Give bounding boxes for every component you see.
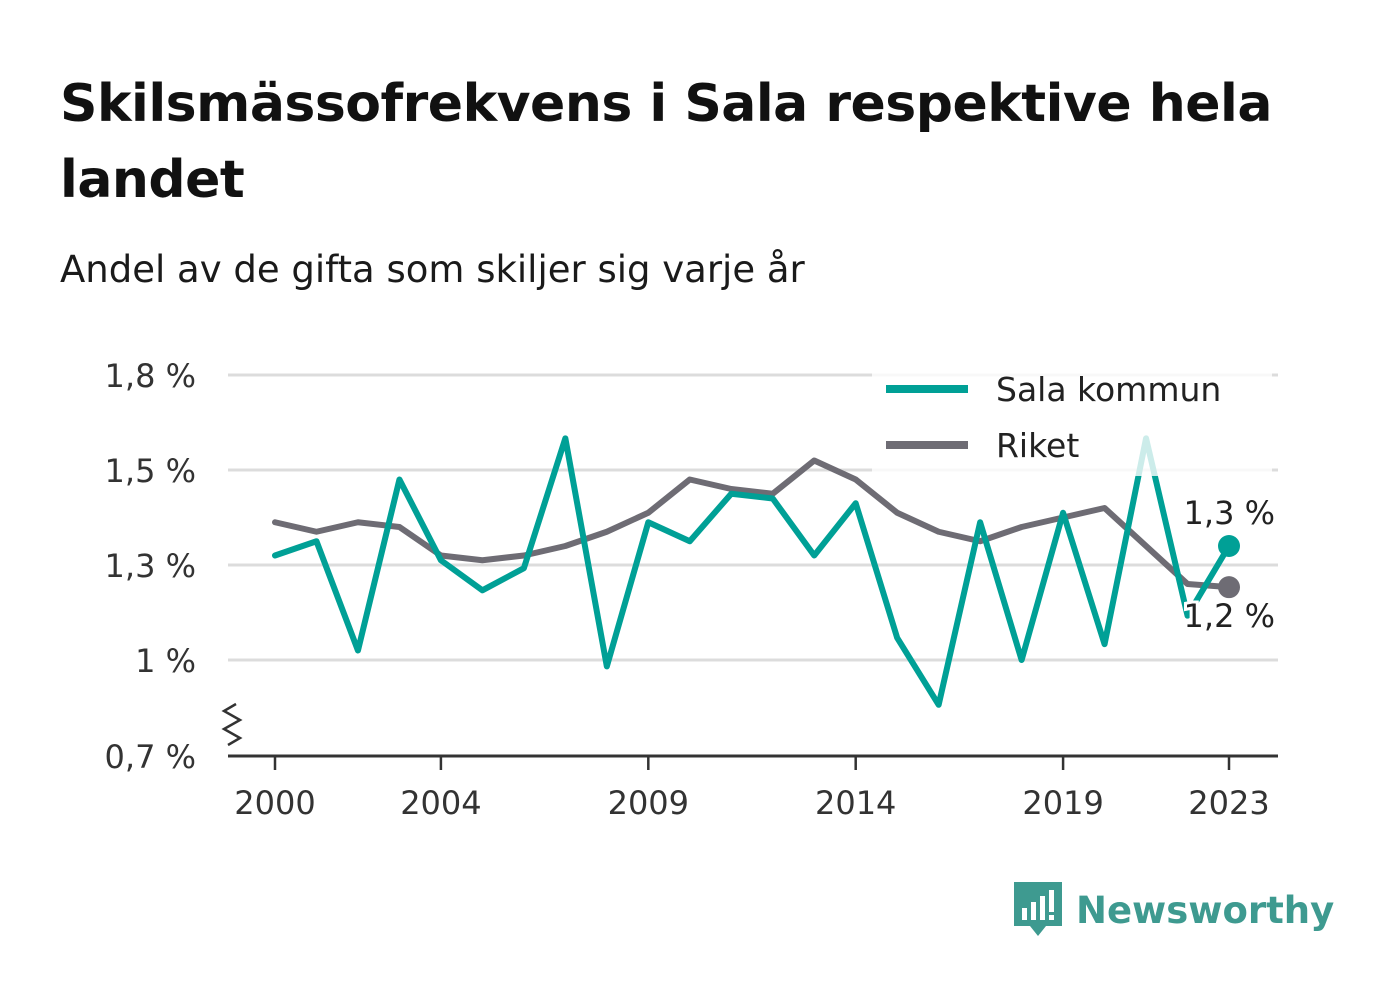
- y-tick-label: 1,8 %: [105, 357, 196, 395]
- legend: Sala kommun Riket: [872, 364, 1272, 476]
- end-labels: 1,3 % 1,2 %: [1181, 491, 1278, 638]
- end-marker-sala: [1218, 535, 1240, 557]
- x-tick-label: 2009: [608, 784, 689, 822]
- legend-label: Sala kommun: [996, 370, 1221, 409]
- end-label-sala: 1,3 %: [1184, 494, 1275, 532]
- axis-break-icon: [221, 702, 243, 747]
- y-tick-label: 1,3 %: [105, 547, 196, 585]
- series-line-sala: [272, 435, 1232, 708]
- brand-name: Newsworthy: [1076, 888, 1335, 932]
- x-tick-label: 2004: [400, 784, 481, 822]
- x-tick-label: 2014: [815, 784, 896, 822]
- y-tick-label: 1 %: [135, 642, 196, 680]
- chart-title: Skilsmässofrekvens i Sala respektive hel…: [60, 74, 1272, 210]
- x-tick-label: 2023: [1188, 784, 1269, 822]
- end-label-riket: 1,2 %: [1184, 597, 1275, 635]
- end-marker-riket: [1218, 576, 1240, 599]
- x-tick-label: 2000: [234, 784, 315, 822]
- chart-subtitle: Andel av de gifta som skiljer sig varje …: [60, 248, 805, 291]
- y-tick-label: 0,7 %: [105, 738, 196, 776]
- series-line-riket: [272, 457, 1232, 591]
- newsworthy-logo: Newsworthy: [1012, 880, 1334, 940]
- y-tick-label: 1,5 %: [105, 452, 196, 490]
- axes: 0,7 % 1 % 1,3 % 1,5 % 1,8 % 2000 2004 2009 2014 2…: [105, 357, 1278, 822]
- x-tick-label: 2019: [1022, 784, 1103, 822]
- bar-chart-speech-bubble-icon: [1014, 882, 1062, 936]
- series-lines: [272, 435, 1232, 708]
- legend-background: [872, 364, 1272, 476]
- legend-label: Riket: [996, 426, 1079, 465]
